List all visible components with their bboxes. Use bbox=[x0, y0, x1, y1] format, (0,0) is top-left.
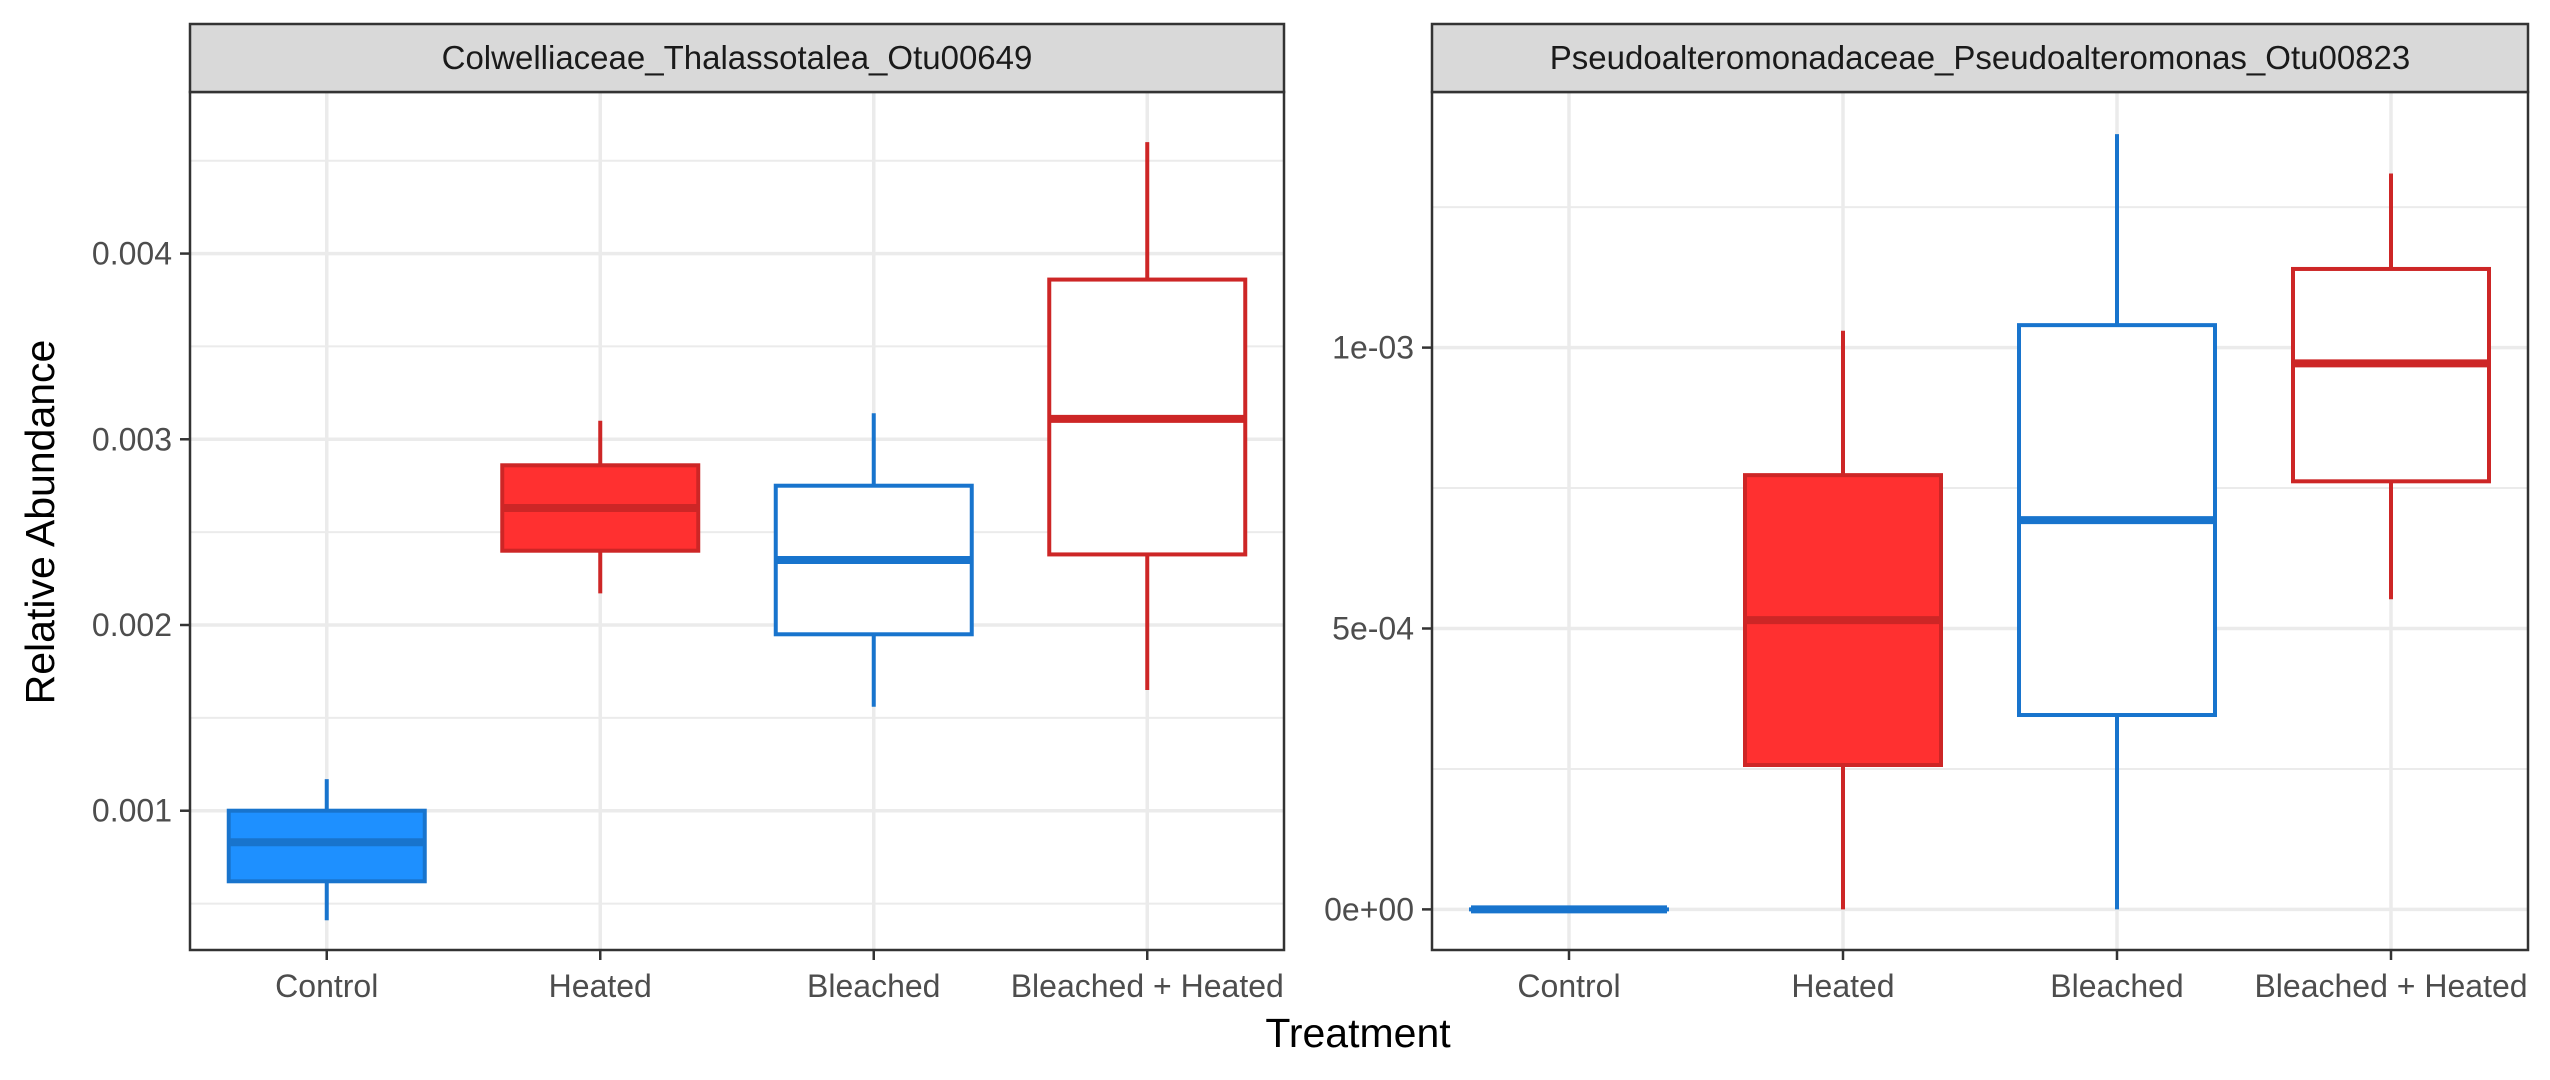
panel-1: Colwelliaceae_Thalassotalea_Otu00649 0.00… bbox=[92, 22, 1286, 1004]
box-heated bbox=[500, 420, 701, 594]
panel-background bbox=[1432, 92, 2528, 950]
y-tick-label: 1e-03 bbox=[1332, 330, 1414, 366]
x-tick-label: Heated bbox=[549, 968, 652, 1004]
strip-title: Pseudoalteromonadaceae_Pseudoalteromonas… bbox=[1550, 39, 2410, 76]
box-bleached-heated bbox=[2291, 173, 2491, 600]
strip-background bbox=[1430, 22, 2530, 94]
x-tick-label: Bleached + Heated bbox=[2254, 968, 2527, 1004]
y-axis-title: Relative Abundance bbox=[17, 340, 63, 705]
box-heated bbox=[1743, 330, 1943, 910]
panel-2: Pseudoalteromonadaceae_Pseudoalteromonas… bbox=[1324, 22, 2530, 1004]
x-tick-label: Bleached + Heated bbox=[1011, 968, 1284, 1004]
x-tick-label: Bleached bbox=[2050, 968, 2183, 1004]
strip-title: Colwelliaceae_Thalassotalea_Otu00649 bbox=[442, 39, 1033, 76]
box-bleached bbox=[2017, 134, 2217, 910]
y-tick-label: 0.002 bbox=[92, 607, 172, 643]
box-control bbox=[226, 779, 427, 921]
y-tick-label: 0.004 bbox=[92, 236, 172, 272]
panels: Colwelliaceae_Thalassotalea_Otu00649 0.00… bbox=[92, 22, 2530, 1004]
x-tick-label: Bleached bbox=[807, 968, 940, 1004]
x-tick-label: Control bbox=[1517, 968, 1620, 1004]
x-tick-label: Control bbox=[275, 968, 378, 1004]
box-bleached-heated bbox=[1047, 142, 1248, 690]
box-bleached bbox=[773, 413, 974, 707]
y-tick-label: 5e-04 bbox=[1332, 610, 1414, 646]
y-tick-label: 0.003 bbox=[92, 421, 172, 457]
y-tick-label: 0.001 bbox=[92, 793, 172, 829]
box-body bbox=[2291, 266, 2491, 484]
strip-background bbox=[188, 22, 1286, 94]
y-tick-label: 0e+00 bbox=[1324, 891, 1414, 927]
x-tick-label: Heated bbox=[1791, 968, 1894, 1004]
x-axis-title: Treatment bbox=[1265, 1010, 1451, 1056]
